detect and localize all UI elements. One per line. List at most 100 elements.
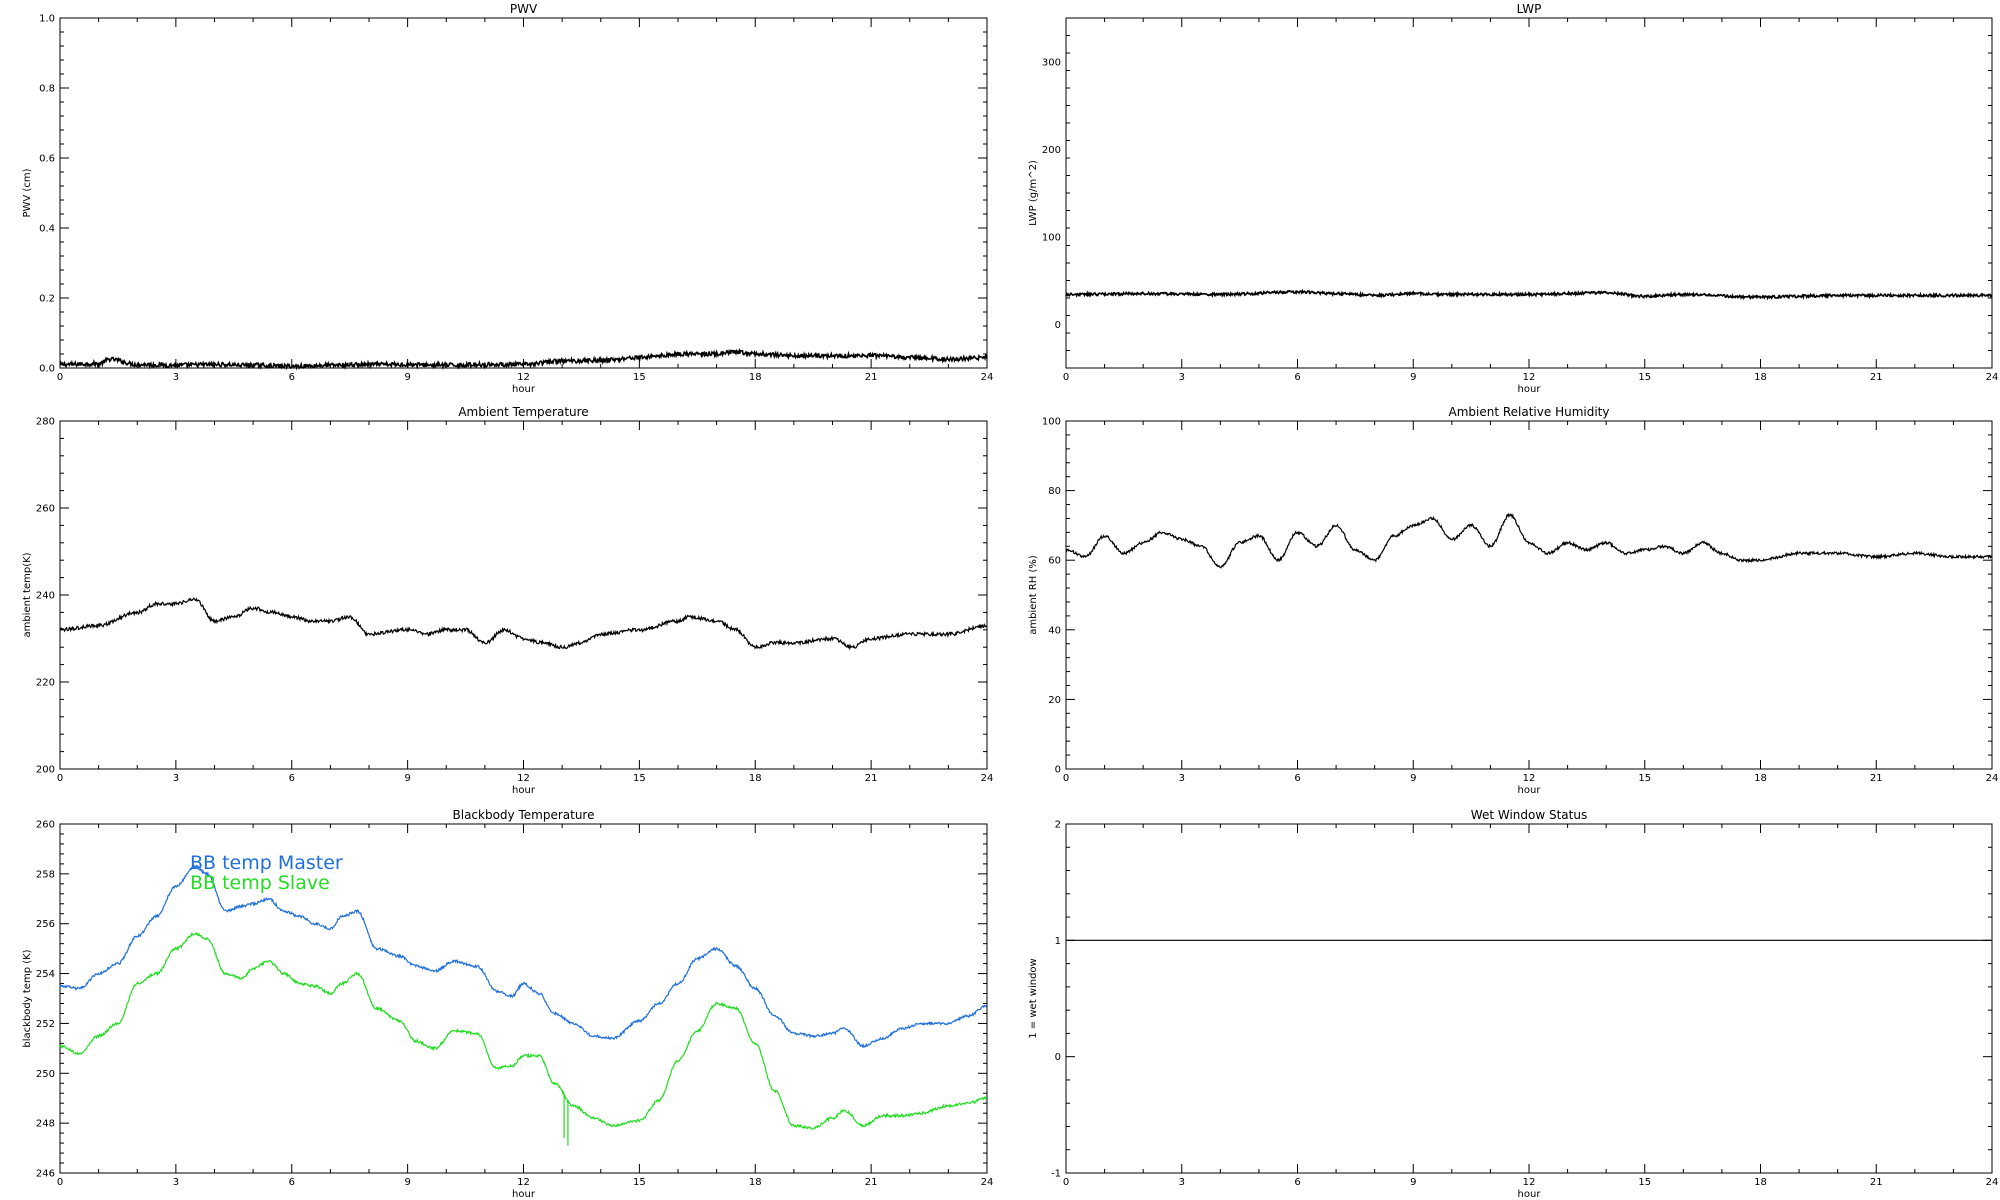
series-line-bb-temp-master	[59, 864, 988, 1049]
y-tick-label: 220	[36, 678, 55, 689]
y-tick-label: 250	[36, 1069, 55, 1080]
x-tick-label: 12	[517, 773, 530, 784]
x-tick-label: 9	[1410, 773, 1416, 784]
x-tick-label: 15	[633, 372, 646, 383]
x-tick-label: 24	[1986, 773, 1999, 784]
x-tick-label: 6	[1294, 773, 1300, 784]
y-tick-label: 280	[36, 417, 55, 428]
y-tick-label: 260	[36, 820, 55, 831]
x-tick-label: 0	[1063, 372, 1069, 383]
legend-entry: BB temp Master	[190, 852, 343, 874]
x-axis-label: hour	[1518, 384, 1542, 395]
x-tick-label: 15	[1638, 372, 1651, 383]
y-tick-label: 0.8	[39, 84, 55, 95]
chart-title: Wet Window Status	[1471, 808, 1587, 822]
x-tick-label: 21	[865, 1177, 878, 1188]
x-tick-label: 9	[1410, 372, 1416, 383]
x-tick-label: 21	[865, 372, 878, 383]
y-tick-label: 80	[1048, 486, 1061, 497]
y-tick-label: 200	[36, 765, 55, 776]
y-tick-label: 300	[1042, 57, 1061, 68]
series-line-series-1	[60, 597, 988, 651]
chart-title: LWP	[1517, 2, 1542, 16]
y-tick-label: 0	[1055, 320, 1061, 331]
x-tick-label: 18	[1754, 1177, 1767, 1188]
series-line-bb-temp-slave	[59, 931, 988, 1130]
y-tick-label: 100	[1042, 232, 1061, 243]
y-tick-label: 1.0	[39, 14, 55, 25]
chart-panel-1: PWV 0 3 6 9 12 15 18 21 24 hour 0.0 0.2 0.4 0.6 0.8 1.0 P…	[22, 2, 993, 395]
y-tick-label: 252	[36, 1019, 55, 1030]
x-tick-label: 18	[749, 773, 762, 784]
y-tick-label: -1	[1051, 1169, 1061, 1180]
x-tick-label: 9	[404, 1177, 410, 1188]
chart-title: PWV	[510, 2, 538, 16]
x-tick-label: 18	[1754, 372, 1767, 383]
y-tick-label: 20	[1048, 695, 1061, 706]
y-axis-label: ambient temp(K)	[22, 552, 33, 637]
x-tick-label: 6	[1294, 372, 1300, 383]
x-tick-label: 24	[981, 773, 994, 784]
x-tick-label: 6	[1294, 1177, 1300, 1188]
y-tick-label: 0	[1055, 1052, 1061, 1063]
x-tick-label: 15	[1638, 773, 1651, 784]
x-tick-label: 3	[173, 372, 179, 383]
y-tick-label: 100	[1042, 417, 1061, 428]
chart-title: Ambient Relative Humidity	[1449, 405, 1610, 419]
x-tick-label: 24	[981, 1177, 994, 1188]
x-tick-label: 0	[1063, 773, 1069, 784]
chart-panel-3: Ambient Temperature 0 3 6 9 12 15 18 21 24 hour 200…	[22, 405, 993, 796]
x-tick-label: 0	[1063, 1177, 1069, 1188]
x-tick-label: 12	[1523, 773, 1536, 784]
x-tick-label: 21	[865, 773, 878, 784]
x-tick-label: 3	[173, 1177, 179, 1188]
x-tick-label: 3	[173, 773, 179, 784]
series-line-series-1	[1065, 512, 1993, 569]
legend-entry: BB temp Slave	[190, 872, 330, 894]
x-tick-label: 0	[57, 372, 63, 383]
x-tick-label: 9	[404, 372, 410, 383]
x-tick-label: 18	[1754, 773, 1767, 784]
x-tick-label: 3	[1179, 372, 1185, 383]
chart-panel-4: Ambient Relative Humidity 0 3 6 9 12 15 18 21 24 h…	[1028, 405, 1998, 796]
x-tick-label: 12	[1523, 372, 1536, 383]
y-tick-label: 260	[36, 504, 55, 515]
y-axis-label: blackbody temp (K)	[22, 949, 33, 1047]
series-line-series-1	[59, 347, 988, 371]
chart-panel-5: Blackbody Temperature 0 3 6 9 12 15 18 21 24 hour 2…	[22, 808, 993, 1200]
y-axis-label: PWV (cm)	[22, 168, 33, 217]
x-tick-label: 15	[633, 773, 646, 784]
x-axis-label: hour	[512, 384, 536, 395]
y-tick-label: 246	[36, 1169, 55, 1180]
x-axis-label: hour	[512, 1189, 536, 1200]
x-axis-label: hour	[1518, 1189, 1542, 1200]
chart-title: Blackbody Temperature	[453, 808, 595, 822]
y-axis-label: 1 = wet window	[1028, 958, 1039, 1038]
x-tick-label: 21	[1870, 773, 1883, 784]
y-tick-label: 240	[36, 591, 55, 602]
x-tick-label: 15	[1638, 1177, 1651, 1188]
x-tick-label: 6	[289, 372, 295, 383]
y-tick-label: 0.2	[39, 294, 55, 305]
x-tick-label: 24	[981, 372, 994, 383]
y-tick-label: 256	[36, 919, 55, 930]
x-tick-label: 24	[1986, 1177, 1999, 1188]
y-axis-label: ambient RH (%)	[1028, 555, 1039, 635]
x-tick-label: 21	[1870, 1177, 1883, 1188]
y-tick-label: 0	[1055, 765, 1061, 776]
y-tick-label: 200	[1042, 145, 1061, 156]
x-tick-label: 6	[289, 1177, 295, 1188]
x-tick-label: 12	[1523, 1177, 1536, 1188]
y-tick-label: 2	[1055, 820, 1061, 831]
y-tick-label: 0.6	[39, 154, 55, 165]
chart-title: Ambient Temperature	[458, 405, 588, 419]
x-tick-label: 0	[57, 1177, 63, 1188]
x-tick-label: 18	[749, 372, 762, 383]
y-axis-label: LWP (g/m^2)	[1028, 160, 1039, 226]
y-tick-label: 0.0	[39, 364, 55, 375]
x-tick-label: 9	[1410, 1177, 1416, 1188]
x-tick-label: 12	[517, 1177, 530, 1188]
y-tick-label: 258	[36, 869, 55, 880]
